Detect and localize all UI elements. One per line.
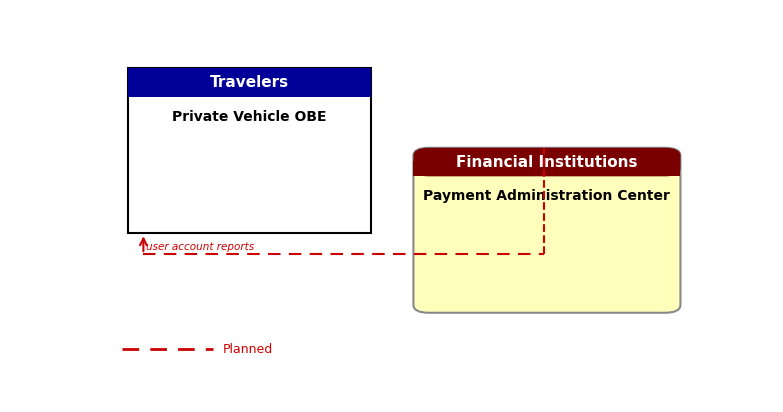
Bar bbox=[413, 161, 680, 176]
Bar bbox=[128, 68, 371, 97]
FancyBboxPatch shape bbox=[413, 148, 680, 313]
Text: Private Vehicle OBE: Private Vehicle OBE bbox=[172, 110, 327, 124]
Text: Travelers: Travelers bbox=[210, 75, 289, 90]
Text: Financial Institutions: Financial Institutions bbox=[456, 154, 637, 170]
FancyBboxPatch shape bbox=[413, 148, 680, 176]
Text: Payment Administration Center: Payment Administration Center bbox=[424, 189, 670, 203]
Bar bbox=[128, 68, 371, 234]
Text: Planned: Planned bbox=[222, 343, 272, 356]
Text: user account reports: user account reports bbox=[146, 243, 254, 253]
